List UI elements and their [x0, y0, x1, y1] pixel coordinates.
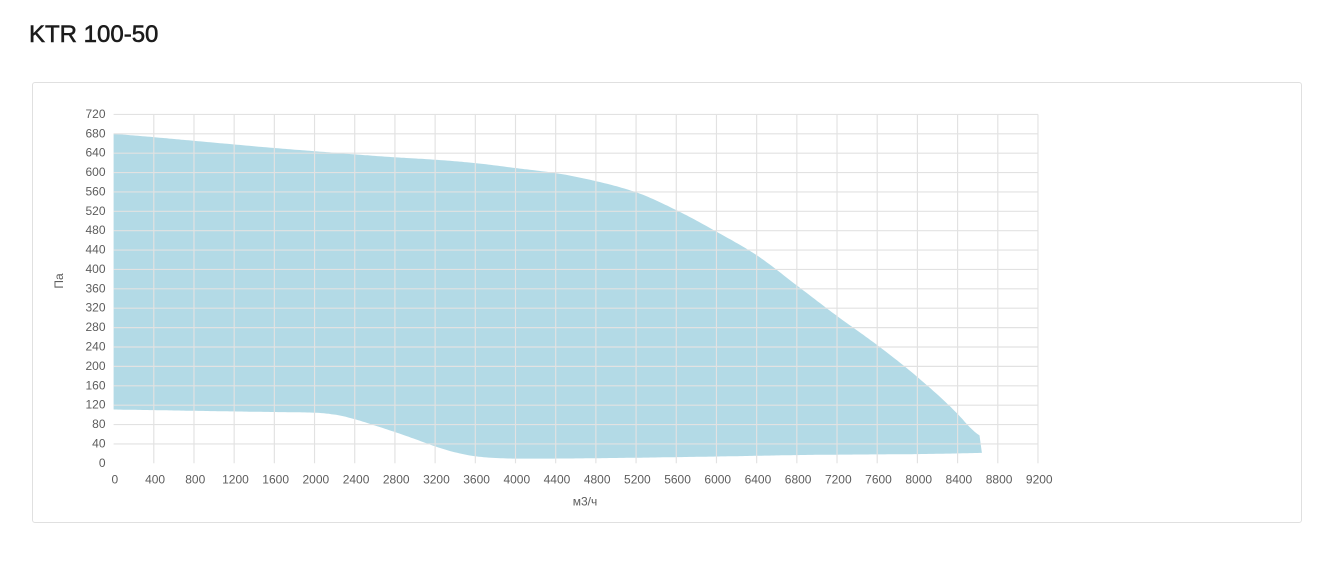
svg-text:8400: 8400 [946, 472, 973, 486]
svg-text:480: 480 [85, 223, 105, 237]
svg-text:240: 240 [85, 340, 105, 354]
svg-text:7600: 7600 [865, 472, 892, 486]
svg-text:7200: 7200 [825, 472, 852, 486]
svg-text:8800: 8800 [986, 472, 1013, 486]
svg-text:40: 40 [92, 436, 106, 450]
svg-text:1600: 1600 [262, 472, 289, 486]
svg-text:0: 0 [99, 456, 106, 470]
svg-text:6800: 6800 [785, 472, 812, 486]
svg-text:4000: 4000 [503, 472, 530, 486]
svg-text:200: 200 [85, 359, 105, 373]
svg-text:2400: 2400 [343, 472, 370, 486]
svg-text:8000: 8000 [905, 472, 932, 486]
svg-text:3600: 3600 [463, 472, 490, 486]
svg-text:440: 440 [85, 243, 105, 257]
svg-text:720: 720 [85, 107, 105, 121]
svg-text:4800: 4800 [584, 472, 611, 486]
svg-text:5200: 5200 [624, 472, 651, 486]
svg-text:Па: Па [52, 273, 66, 289]
svg-text:80: 80 [92, 417, 106, 431]
svg-text:0: 0 [112, 472, 119, 486]
svg-text:400: 400 [85, 262, 105, 276]
svg-text:320: 320 [85, 301, 105, 315]
svg-text:м3/ч: м3/ч [573, 495, 598, 509]
svg-text:360: 360 [85, 281, 105, 295]
svg-text:560: 560 [85, 184, 105, 198]
svg-text:6400: 6400 [745, 472, 772, 486]
svg-text:520: 520 [85, 204, 105, 218]
svg-text:3200: 3200 [423, 472, 450, 486]
svg-text:4400: 4400 [544, 472, 571, 486]
svg-text:120: 120 [85, 398, 105, 412]
svg-text:2000: 2000 [302, 472, 329, 486]
svg-text:160: 160 [85, 378, 105, 392]
svg-text:1200: 1200 [222, 472, 249, 486]
svg-text:6000: 6000 [704, 472, 731, 486]
svg-text:5600: 5600 [664, 472, 691, 486]
svg-text:600: 600 [85, 165, 105, 179]
svg-text:800: 800 [185, 472, 205, 486]
svg-text:400: 400 [145, 472, 165, 486]
svg-text:2800: 2800 [383, 472, 410, 486]
svg-text:680: 680 [85, 126, 105, 140]
svg-text:640: 640 [85, 146, 105, 160]
svg-text:9200: 9200 [1026, 472, 1053, 486]
svg-text:280: 280 [85, 320, 105, 334]
